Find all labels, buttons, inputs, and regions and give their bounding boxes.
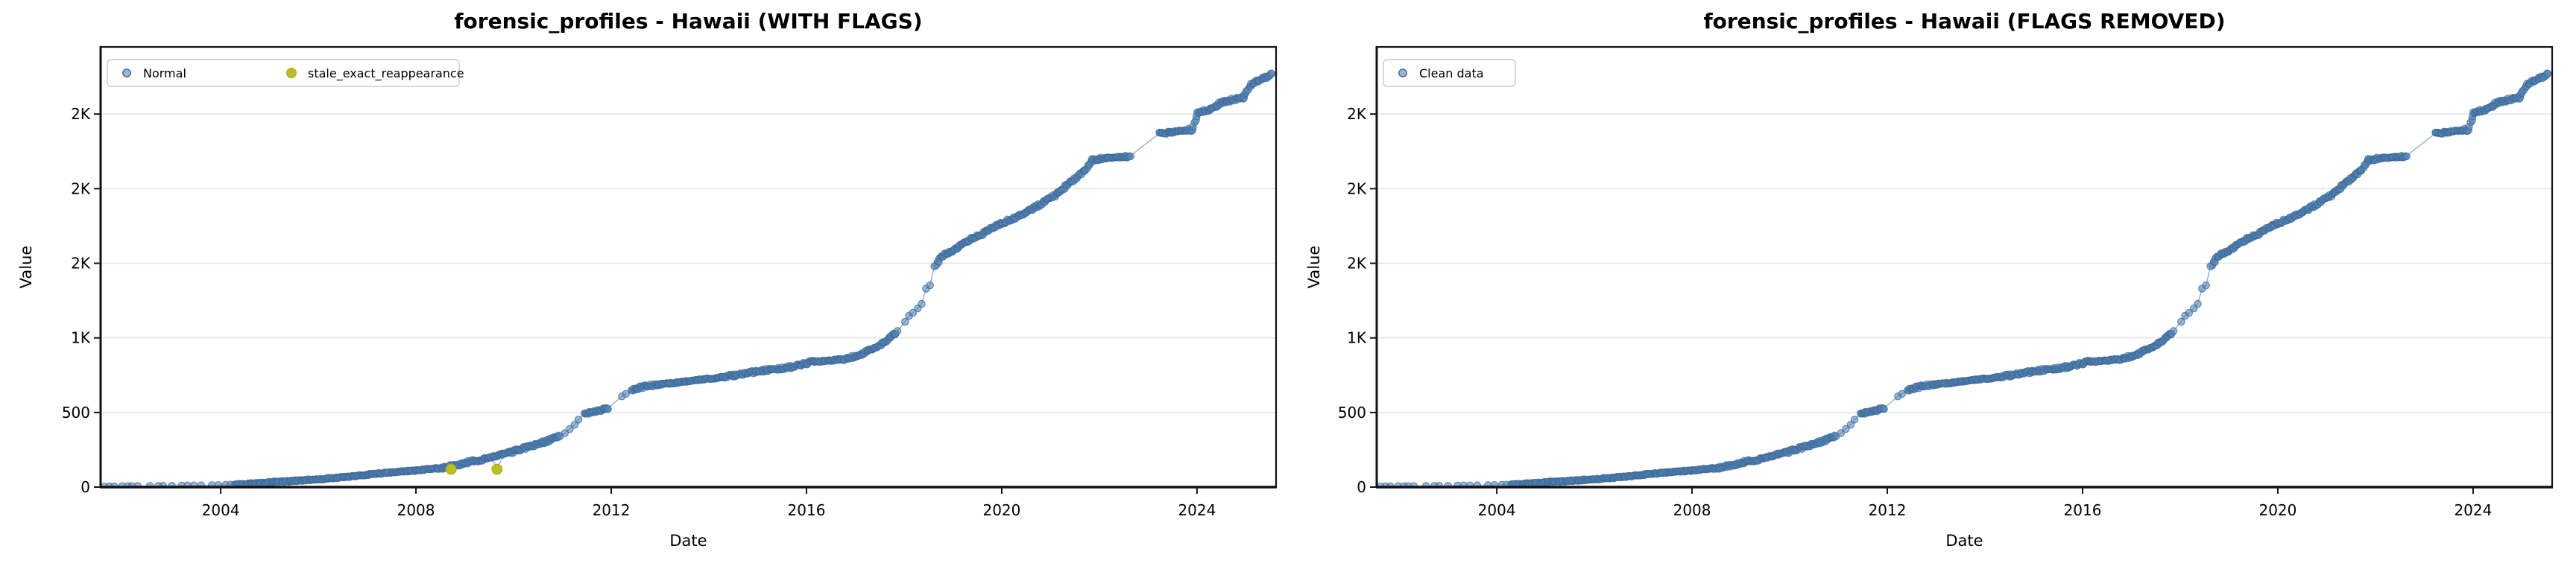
x-axis-label: Date [1945, 532, 1983, 550]
data-point [566, 425, 574, 433]
legend-label: Clean data [1419, 66, 1484, 80]
data-point [1842, 425, 1850, 433]
plot-background [0, 0, 1288, 572]
x-axis: 2004 2008 2012 2016 2020 2024 [1478, 487, 2492, 519]
legend: Normal stale_exact_reappearance [107, 59, 464, 87]
legend-label: Normal [143, 66, 186, 80]
x-tick-label: 2004 [1478, 501, 1516, 519]
data-point [226, 480, 235, 487]
y-tick-label: 1K [1347, 329, 1367, 347]
legend-marker-flag-icon [286, 68, 297, 78]
scatter-dots [101, 69, 1276, 487]
y-axis-label: Value [1305, 246, 1323, 289]
data-point [930, 262, 938, 270]
x-tick-label: 2008 [397, 501, 435, 519]
data-point [1898, 390, 1906, 398]
data-point [2202, 281, 2210, 290]
x-tick-label: 2024 [1178, 501, 1216, 519]
x-tick-label: 2020 [2258, 501, 2296, 519]
y-tick-label: 2K [1347, 254, 1367, 272]
flagged-points [445, 463, 503, 475]
data-point [2169, 327, 2178, 335]
x-tick-label: 2016 [2064, 501, 2102, 519]
plot-background [1288, 0, 2576, 572]
gridlines [1377, 113, 2552, 413]
legend-box [1383, 59, 1516, 87]
data-point [1267, 69, 1276, 78]
data-point [2177, 317, 2185, 326]
data-point [561, 429, 569, 437]
x-tick-label: 2020 [982, 501, 1020, 519]
x-tick-label: 2012 [1869, 501, 1907, 519]
data-point [574, 416, 583, 424]
y-tick-label: 500 [62, 404, 90, 422]
data-point [893, 327, 902, 335]
flagged-point [445, 463, 457, 475]
data-point [909, 308, 918, 317]
y-tick-label: 1K [71, 329, 91, 347]
chart-with-flags-svg: 2004 2008 2012 2016 2020 2024 0 500 1K 2K 2K 2K fore… [0, 0, 1288, 572]
data-point [1846, 421, 1855, 429]
x-tick-label: 2012 [593, 501, 631, 519]
y-tick-label: 2K [1347, 179, 1367, 197]
y-tick-label: 2K [71, 179, 91, 197]
y-tick-label: 0 [80, 478, 90, 496]
data-point [926, 281, 934, 290]
data-point [2543, 69, 2552, 78]
data-point [1880, 404, 1888, 413]
x-tick-label: 2004 [202, 501, 240, 519]
x-tick-label: 2008 [1673, 501, 1711, 519]
legend-box [107, 59, 460, 87]
y-tick-label: 2K [1347, 105, 1367, 123]
x-axis-label: Date [669, 532, 707, 550]
legend-label: stale_exact_reappearance [308, 66, 464, 81]
chart-flags-removed: 2004 2008 2012 2016 2020 2024 0 500 1K 2K 2K 2K fore… [1288, 0, 2576, 572]
legend-marker-normal-icon [122, 69, 131, 77]
data-point [1126, 152, 1134, 161]
chart-title: forensic_profiles - Hawaii (WITH FLAGS) [454, 9, 922, 34]
data-point [2402, 152, 2411, 161]
data-point [1850, 416, 1859, 424]
gridlines [101, 113, 1276, 413]
legend-marker-normal-icon [1398, 69, 1407, 77]
data-point [2194, 299, 2202, 308]
data-point [604, 404, 612, 413]
x-axis: 2004 2008 2012 2016 2020 2024 [202, 487, 1216, 519]
chart-flags-removed-svg: 2004 2008 2012 2016 2020 2024 0 500 1K 2K 2K 2K fore… [1288, 0, 2576, 572]
chart-title: forensic_profiles - Hawaii (FLAGS REMOVE… [1703, 9, 2225, 34]
y-tick-label: 2K [71, 254, 91, 272]
y-tick-label: 2K [71, 105, 91, 123]
data-point [1837, 429, 1846, 437]
flagged-point [491, 463, 503, 475]
y-tick-label: 0 [1357, 478, 1366, 496]
data-point [622, 390, 630, 398]
x-tick-label: 2016 [788, 501, 826, 519]
y-axis: 0 500 1K 2K 2K 2K [1338, 105, 1377, 496]
data-point [2185, 308, 2194, 317]
scatter-dots [1377, 69, 2552, 487]
data-point [2206, 262, 2214, 270]
y-tick-label: 500 [1338, 404, 1366, 422]
data-point [570, 421, 579, 429]
x-tick-label: 2024 [2454, 501, 2492, 519]
chart-with-flags: 2004 2008 2012 2016 2020 2024 0 500 1K 2K 2K 2K fore… [0, 0, 1288, 572]
y-axis: 0 500 1K 2K 2K 2K [62, 105, 101, 496]
data-point [901, 317, 909, 326]
data-point [918, 299, 926, 308]
legend: Clean data [1383, 59, 1516, 87]
y-axis-label: Value [17, 246, 35, 289]
data-point [1502, 480, 1511, 487]
